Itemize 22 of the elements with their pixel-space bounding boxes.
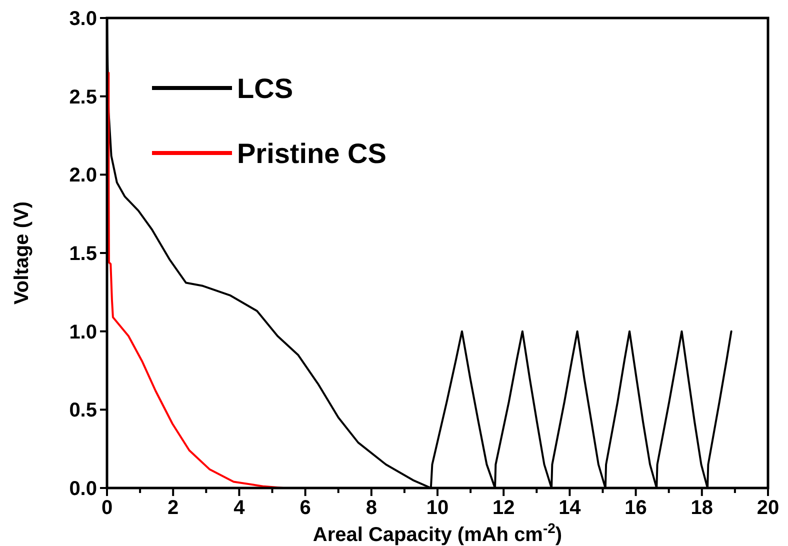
x-tick-label: 20 xyxy=(756,497,780,519)
y-tick-label: 2.0 xyxy=(69,164,97,187)
y-tick-label: 1.0 xyxy=(69,321,97,344)
y-tick-label: 0.0 xyxy=(69,478,97,500)
x-tick-label: 10 xyxy=(426,497,449,519)
y-tick-label: 2.5 xyxy=(69,86,97,108)
x-tick-label: 18 xyxy=(690,497,714,519)
x-tick-label: 2 xyxy=(168,497,179,519)
legend-label: LCS xyxy=(237,72,293,104)
x-tick-label: 16 xyxy=(624,497,647,519)
legend-label: Pristine CS xyxy=(237,138,386,169)
y-tick-label: 1.5 xyxy=(69,243,97,265)
x-tick-label: 14 xyxy=(558,497,582,519)
y-tick-label: 0.5 xyxy=(69,400,97,422)
x-tick-label: 0 xyxy=(101,497,113,519)
x-tick-label: 12 xyxy=(492,497,515,519)
x-axis-title: Areal Capacity (mAh cm$^{-2}$) xyxy=(312,520,562,546)
x-tick-label: 8 xyxy=(366,497,377,519)
y-tick-label: 3.0 xyxy=(69,8,97,30)
x-tick-label: 6 xyxy=(300,497,311,519)
y-axis-title: Voltage (V) xyxy=(11,202,33,304)
x-tick-label: 4 xyxy=(234,497,246,519)
